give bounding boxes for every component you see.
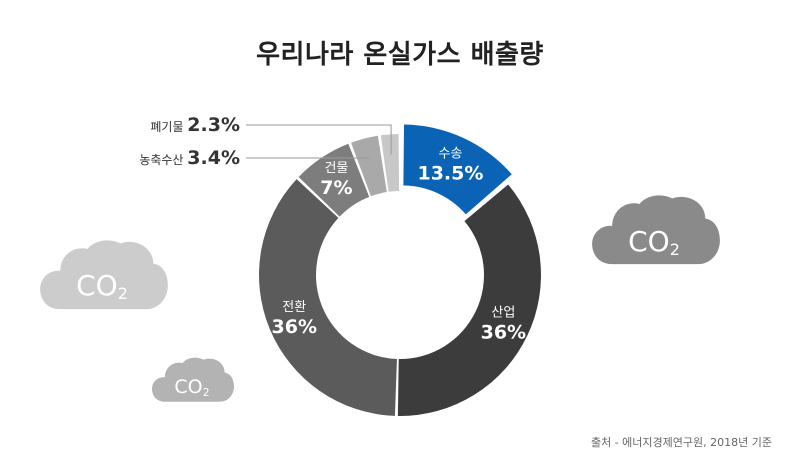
svg-text:CO2: CO2 — [174, 376, 209, 399]
co2-cloud-left-label: CO — [76, 269, 118, 302]
donut-slices — [259, 124, 541, 416]
co2-cloud-left-subscript: 2 — [118, 284, 128, 303]
slice-농축수산 — [351, 135, 387, 197]
callout-value-폐기물: 2.3% — [187, 114, 240, 136]
co2-cloud-right-subscript: 2 — [670, 240, 680, 259]
slice-산업 — [397, 184, 541, 416]
callout-label-폐기물: 폐기물 — [150, 120, 187, 134]
callout-value-농축수산: 3.4% — [187, 147, 240, 169]
slice-value-건물: 7% — [320, 177, 352, 199]
slice-value-산업: 36% — [481, 321, 526, 343]
slice-건물 — [298, 143, 370, 217]
chart-title: 우리나라 온실가스 배출량 — [256, 40, 544, 70]
slice-수송 — [403, 124, 512, 215]
co2-cloud-small-subscript: 2 — [203, 386, 210, 399]
svg-text:CO2: CO2 — [76, 269, 128, 303]
slice-폐기물 — [380, 134, 400, 192]
slice-전환 — [259, 179, 397, 416]
callout-label-농축수산: 농축수산 — [139, 153, 187, 167]
slice-label-수송: 수송 — [438, 147, 462, 162]
slice-value-수송: 13.5% — [417, 163, 483, 185]
co2-cloud-left: CO2 — [40, 240, 168, 310]
source-note: 출처 - 에너지경제연구원, 2018년 기준 — [590, 436, 772, 449]
callout-폐기물: 폐기물 2.3% — [150, 114, 240, 136]
slice-label-건물: 건물 — [324, 161, 348, 176]
co2-cloud-small: CO2 — [152, 357, 234, 402]
co2-cloud-right-label: CO — [628, 225, 670, 258]
co2-cloud-right: CO2 — [592, 195, 720, 265]
leader-line-폐기물 — [246, 124, 392, 155]
callout-농축수산: 농축수산 3.4% — [139, 147, 240, 169]
co2-cloud-small-label: CO — [174, 376, 202, 398]
slice-value-전환: 36% — [272, 316, 317, 338]
svg-text:CO2: CO2 — [628, 225, 680, 259]
slice-label-산업: 산업 — [491, 305, 515, 320]
slice-label-전환: 전환 — [282, 300, 306, 315]
